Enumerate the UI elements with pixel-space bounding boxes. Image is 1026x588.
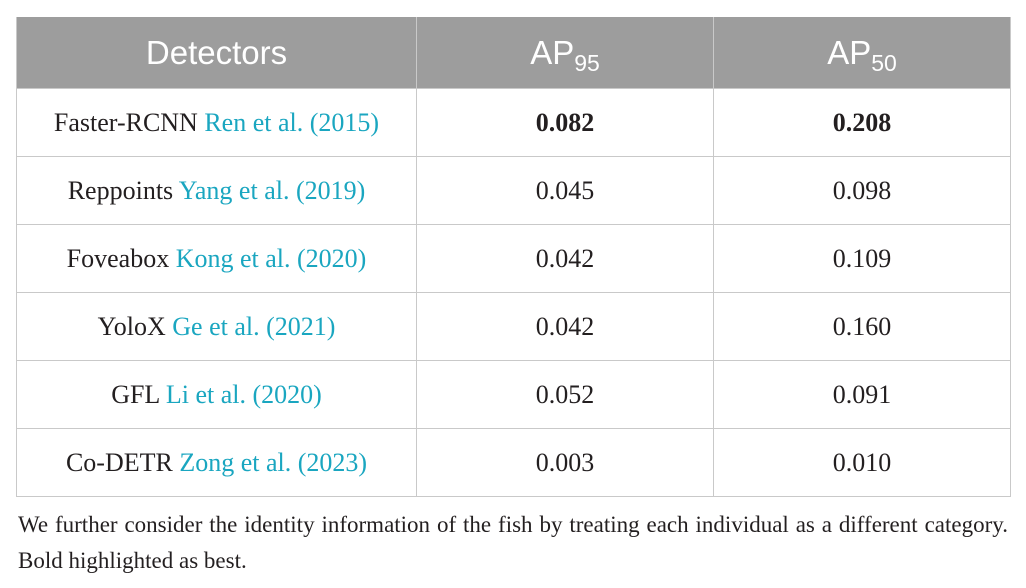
ap95-cell: 0.042 bbox=[416, 224, 714, 293]
detector-name: Faster-RCNN bbox=[53, 107, 198, 137]
table-row: GFL Li et al. (2020) 0.052 0.091 bbox=[16, 360, 1011, 429]
detector-name: YoloX bbox=[97, 311, 166, 341]
detector-name: Reppoints bbox=[67, 175, 174, 205]
table-body: Faster-RCNN Ren et al. (2015) 0.082 0.208 R… bbox=[16, 88, 1011, 497]
ap95-cell: 0.052 bbox=[416, 360, 714, 429]
table-row: Reppoints Yang et al. (2019) 0.045 0.098 bbox=[16, 156, 1011, 225]
citation-link[interactable]: Li et al. (2020) bbox=[165, 379, 322, 409]
header-ap50: AP50 bbox=[713, 17, 1011, 89]
table-caption: We further consider the identity informa… bbox=[18, 512, 1008, 573]
ap95-cell: 0.045 bbox=[416, 156, 714, 225]
ap50-cell: 0.091 bbox=[713, 360, 1011, 429]
ap50-cell: 0.208 bbox=[713, 88, 1011, 157]
results-table: Detectors AP95 AP50 Faster-RCNN Ren et a… bbox=[16, 17, 1011, 497]
citation-link[interactable]: Kong et al. (2020) bbox=[175, 243, 367, 273]
detector-cell: GFL Li et al. (2020) bbox=[16, 360, 417, 429]
ap50-cell: 0.109 bbox=[713, 224, 1011, 293]
detector-cell: Foveabox Kong et al. (2020) bbox=[16, 224, 417, 293]
citation-link[interactable]: Zong et al. (2023) bbox=[179, 447, 368, 477]
header-row: Detectors AP95 AP50 bbox=[16, 17, 1011, 89]
ap50-cell: 0.160 bbox=[713, 292, 1011, 361]
detector-cell: Reppoints Yang et al. (2019) bbox=[16, 156, 417, 225]
detector-name: GFL bbox=[111, 379, 160, 409]
detector-cell: Co-DETR Zong et al. (2023) bbox=[16, 428, 417, 497]
ap95-cell: 0.003 bbox=[416, 428, 714, 497]
ap95-cell: 0.042 bbox=[416, 292, 714, 361]
citation-link[interactable]: Yang et al. (2019) bbox=[178, 175, 366, 205]
detector-name: Co-DETR bbox=[65, 447, 173, 477]
ap95-cell: 0.082 bbox=[416, 88, 714, 157]
citation-link[interactable]: Ren et al. (2015) bbox=[204, 107, 380, 137]
header-detectors: Detectors bbox=[16, 17, 417, 89]
ap50-cell: 0.010 bbox=[713, 428, 1011, 497]
ap50-cell: 0.098 bbox=[713, 156, 1011, 225]
citation-link[interactable]: Ge et al. (2021) bbox=[172, 311, 336, 341]
table-row: Faster-RCNN Ren et al. (2015) 0.082 0.208 bbox=[16, 88, 1011, 157]
table-header: Detectors AP95 AP50 bbox=[16, 17, 1011, 89]
detector-cell: Faster-RCNN Ren et al. (2015) bbox=[16, 88, 417, 157]
table-row: Foveabox Kong et al. (2020) 0.042 0.109 bbox=[16, 224, 1011, 293]
detector-name: Foveabox bbox=[66, 243, 170, 273]
detector-cell: YoloX Ge et al. (2021) bbox=[16, 292, 417, 361]
table-row: Co-DETR Zong et al. (2023) 0.003 0.010 bbox=[16, 428, 1011, 497]
table-row: YoloX Ge et al. (2021) 0.042 0.160 bbox=[16, 292, 1011, 361]
header-ap95: AP95 bbox=[416, 17, 714, 89]
